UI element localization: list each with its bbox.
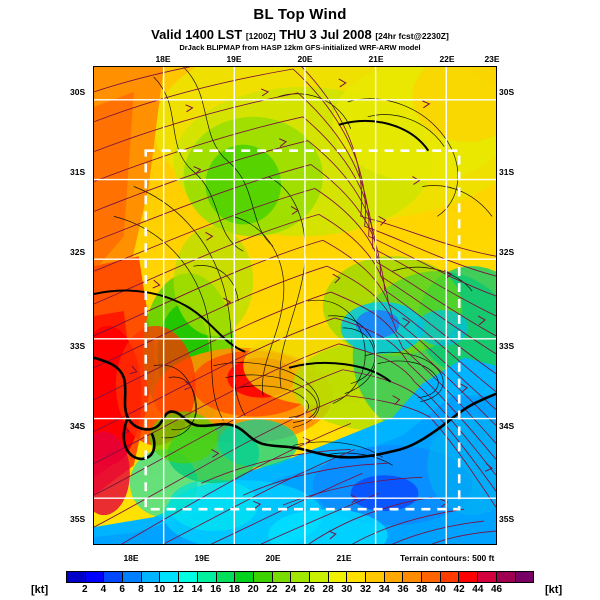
xtick-top-5: 23E — [484, 54, 500, 64]
valid-date-label: THU 3 Jul 2008 — [279, 27, 372, 42]
subdomain-box — [144, 149, 461, 511]
ytick-left-1: 31S — [70, 167, 86, 177]
valid-utc-label: [1200Z] — [245, 31, 276, 41]
colorbar-tick: 14 — [191, 584, 203, 595]
colorbar-cell — [403, 572, 423, 582]
ytick-right-0: 30S — [499, 87, 515, 97]
ytick-right-5: 35S — [499, 514, 515, 524]
colorbar-tick: 18 — [228, 584, 241, 595]
colorbar-tick: 26 — [303, 584, 315, 595]
colorbar-cell — [179, 572, 198, 582]
colorbar-legend: [kt] [kt] 2 4 6 8 10 12 14 16 18 20 22 24 26 28 30 32 34… — [0, 568, 600, 600]
colorbar-unit-right: [kt] — [545, 584, 563, 596]
xtick-bot-1: 19E — [194, 553, 210, 563]
xtick-top-0: 18E — [155, 54, 171, 64]
xtick-top-2: 20E — [297, 54, 313, 64]
colorbar-cell — [104, 572, 124, 582]
ytick-right-1: 31S — [499, 167, 515, 177]
colorbar-tick: 42 — [453, 584, 465, 595]
xtick-top-3: 21E — [368, 54, 384, 64]
colorbar-tick: 8 — [138, 584, 144, 595]
colorbar-cell — [141, 572, 161, 582]
valid-time-label: Valid 1400 LST — [151, 27, 243, 42]
xtick-top-4: 22E — [439, 54, 455, 64]
colorbar-cell — [422, 572, 441, 582]
ytick-right-3: 33S — [499, 341, 515, 351]
colorbar-tick: 40 — [434, 584, 446, 595]
map-canvas — [94, 67, 496, 544]
colorbar-cell — [67, 572, 86, 582]
colorbar-tick: 46 — [490, 584, 503, 595]
colorbar-tick: 2 — [81, 584, 88, 595]
colorbar-tick: 12 — [172, 584, 184, 595]
terrain-contour-note: Terrain contours: 500 ft — [400, 553, 495, 563]
colorbar-cell — [309, 572, 329, 582]
colorbar-tick: 22 — [266, 584, 278, 595]
colorbar-tick: 16 — [210, 584, 222, 595]
colorbar-cell — [366, 572, 385, 582]
lat-lon-grid — [94, 67, 496, 544]
colorbar-tick: 28 — [322, 584, 334, 595]
ytick-left-4: 34S — [70, 421, 86, 431]
highland-contours — [94, 119, 430, 383]
colorbar-cell — [272, 572, 292, 582]
model-subtitle: DrJack BLIPMAP from HASP 12km GFS-initia… — [179, 43, 421, 52]
colorbar-tick-labels: 2 4 6 8 10 12 14 16 18 20 22 24 26 28 30 32 34 36 38 40 42 44… — [66, 584, 534, 598]
coastline — [94, 356, 496, 461]
ytick-left-2: 32S — [70, 247, 86, 257]
colorbar-cell — [496, 572, 516, 582]
xtick-bot-2: 20E — [265, 553, 281, 563]
ytick-left-5: 35S — [70, 514, 86, 524]
colorbar-tick: 34 — [378, 584, 390, 595]
xtick-top-1: 19E — [226, 54, 242, 64]
colorbar-tick: 24 — [285, 584, 297, 595]
streamlines — [94, 67, 496, 544]
colorbar-tick: 38 — [416, 584, 428, 595]
colorbar-cell — [347, 572, 366, 582]
colorbar-cell — [85, 572, 105, 582]
ytick-right-2: 32S — [499, 247, 515, 257]
colorbar-tick: 30 — [341, 584, 353, 595]
colorbar-cell — [235, 572, 254, 582]
ytick-right-4: 34S — [499, 421, 515, 431]
colorbar-cell — [197, 572, 217, 582]
colorbar-tick: 4 — [100, 584, 107, 595]
valid-time-line: Valid 1400 LST [1200Z] THU 3 Jul 2008 [2… — [0, 27, 600, 42]
colorbar-cell — [440, 572, 460, 582]
colorbar-cell — [459, 572, 479, 582]
page-title: BL Top Wind — [253, 6, 347, 23]
colorbar-cell — [253, 572, 273, 582]
colorbar-cell — [160, 572, 180, 582]
colorbar-cell — [515, 572, 534, 582]
map-plot-area[interactable] — [93, 66, 497, 545]
colorbar-cell — [123, 572, 142, 582]
colorbar-tick: 10 — [154, 584, 166, 595]
colorbar-tick: 6 — [119, 584, 125, 595]
ytick-left-3: 33S — [70, 341, 86, 351]
colorbar-swatches[interactable] — [66, 571, 534, 583]
colorbar-cell — [328, 572, 348, 582]
ytick-left-0: 30S — [70, 87, 86, 97]
colorbar-tick: 20 — [247, 584, 259, 595]
colorbar-tick: 44 — [472, 584, 484, 595]
colorbar-cell — [478, 572, 497, 582]
colorbar-cell — [384, 572, 404, 582]
colorbar-cell — [291, 572, 310, 582]
colorbar-cell — [216, 572, 236, 582]
forecast-hour-label: [24hr fcst@2230Z] — [375, 31, 449, 41]
colorbar-tick: 36 — [397, 584, 409, 595]
xtick-bot-0: 18E — [123, 553, 139, 563]
xtick-bot-3: 21E — [336, 553, 352, 563]
colorbar-tick: 32 — [359, 584, 372, 595]
colorbar-unit-left: [kt] — [31, 584, 49, 596]
